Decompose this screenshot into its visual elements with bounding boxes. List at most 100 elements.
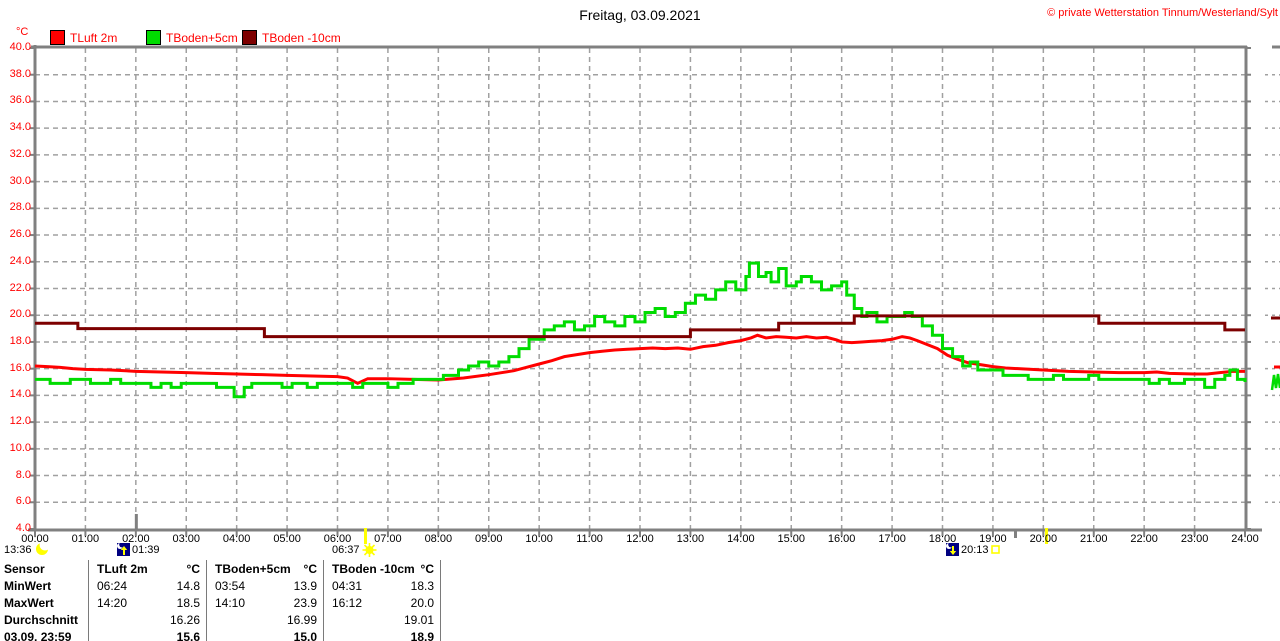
- legend-swatch-red: [50, 30, 65, 45]
- x-axis-label: 08:00: [424, 533, 453, 545]
- series-tboden-10cm: [35, 314, 1245, 339]
- y-axis-label: 18.0: [9, 334, 31, 347]
- legend-swatch-green: [146, 30, 161, 45]
- x-axis-label: 06:00: [323, 533, 352, 545]
- next-panel-fragment: [1270, 373, 1280, 391]
- moonrise-time: 13:36: [4, 543, 32, 556]
- table-cell: 15.6: [89, 628, 207, 641]
- table-cell: 06:24 14.8: [89, 577, 207, 594]
- x-axis-label: 07:00: [374, 533, 402, 545]
- x-axis-label: 11:00: [576, 533, 603, 545]
- table-cell: 19.01: [324, 611, 441, 628]
- x-axis-label: 01:00: [71, 533, 100, 545]
- table-header-sensor: Sensor: [0, 560, 89, 577]
- moon-down-arrow-icon: [946, 543, 959, 556]
- sunrise-annotation: 06:37: [332, 543, 377, 557]
- legend-item-tboden5: TBoden+5cm: [146, 30, 238, 45]
- sun-icon: [362, 543, 377, 557]
- table-cell: 03:54 13.9: [207, 577, 324, 594]
- series-tboden-5cm: [35, 261, 1247, 399]
- table-header-tluft: TLuft 2m °C: [89, 560, 207, 577]
- x-axis-label: 20:00: [1029, 533, 1058, 545]
- legend-label: TBoden+5cm: [166, 30, 238, 45]
- legend-item-tboden10: TBoden -10cm: [242, 30, 341, 45]
- x-axis-label: 18:00: [928, 533, 957, 545]
- y-axis-label: 16.0: [9, 361, 31, 374]
- sunset-time: 20:13: [961, 543, 989, 556]
- x-axis-label: 15:00: [777, 533, 806, 545]
- x-axis-label: 22:00: [1130, 533, 1158, 545]
- table-cell: 16.26: [89, 611, 207, 628]
- x-axis-label: 19:00: [979, 533, 1007, 545]
- y-axis-label: 4.0: [15, 522, 31, 534]
- x-axis-label: 14:00: [727, 533, 755, 545]
- table-cell: 04:31 18.3: [324, 577, 441, 594]
- y-axis-label: 28.0: [9, 201, 31, 214]
- copyright-text: © private Wetterstation Tinnum/Westerlan…: [1047, 7, 1278, 19]
- legend-label: TBoden -10cm: [262, 30, 341, 45]
- x-axis-label: 02:00: [122, 533, 150, 545]
- x-axis-label: 05:00: [273, 533, 301, 545]
- moon-icon: [35, 543, 50, 555]
- x-tick-major: [1014, 529, 1017, 538]
- row-label-maxwert: MaxWert: [0, 594, 89, 611]
- x-axis-label: 24:00: [1231, 533, 1259, 545]
- moonset-time: 01:39: [132, 543, 160, 556]
- sunset-axis-marker: [1045, 528, 1048, 544]
- sunset-annotation: 20:13: [946, 543, 1000, 556]
- x-axis-label: 04:00: [222, 533, 251, 545]
- table-cell: 14:20 18.5: [89, 594, 207, 611]
- unit: °C: [186, 561, 200, 576]
- y-axis-label: 6.0: [15, 495, 31, 508]
- page-title: Freitag, 03.09.2021: [579, 7, 701, 23]
- y-axis-label: 20.0: [9, 308, 31, 321]
- y-axis-label: 30.0: [9, 174, 31, 187]
- y-axis-label: 38.0: [9, 67, 31, 80]
- y-axis-label: 8.0: [15, 468, 31, 481]
- x-tick-major: [134, 514, 138, 529]
- moonrise-annotation: 13:36: [4, 543, 51, 556]
- x-axis-label: 09:00: [474, 533, 503, 545]
- y-axis-unit-label: °C: [16, 26, 29, 38]
- x-axis-label: 16:00: [827, 533, 856, 545]
- y-axis-label: 26.0: [9, 228, 31, 241]
- y-axis-label: 10.0: [9, 441, 31, 454]
- row-label-durchschnitt: Durchschnitt: [0, 611, 89, 628]
- row-label-current: 03.09, 23:59: [0, 628, 89, 641]
- y-axis-label: 22.0: [9, 281, 31, 294]
- table-cell: 16.99: [207, 611, 324, 628]
- x-axis-label: 21:00: [1079, 533, 1108, 545]
- y-axis-label: 36.0: [9, 94, 31, 107]
- sun-below-horizon-icon: [990, 545, 1000, 554]
- unit: °C: [420, 561, 434, 576]
- x-axis-label: 00:00: [21, 533, 49, 545]
- series-tluft-2m: [34, 333, 1245, 386]
- legend-label: TLuft 2m: [70, 30, 118, 45]
- moonset-annotation: 01:39: [117, 543, 160, 556]
- table-header-tboden10: TBoden -10cm °C: [324, 560, 441, 577]
- row-label-minwert: MinWert: [0, 577, 89, 594]
- x-axis-label: 17:00: [878, 533, 906, 545]
- table-cell: 14:10 23.9: [207, 594, 324, 611]
- x-axis-label: 10:00: [525, 533, 553, 545]
- y-axis-label: 12.0: [9, 415, 31, 428]
- sunrise-time: 06:37: [332, 544, 360, 556]
- moon-up-arrow-icon: [117, 543, 130, 556]
- x-axis-label: 13:00: [676, 533, 705, 545]
- table-cell: 16:12 20.0: [324, 594, 441, 611]
- legend-item-tluft: TLuft 2m: [50, 30, 117, 45]
- x-axis-label: 12:00: [626, 533, 654, 545]
- x-axis-label: 03:00: [172, 533, 201, 545]
- legend-swatch-darkred: [242, 30, 257, 45]
- statistics-table: Sensor TLuft 2m °C TBoden+5cm °C TBoden -1…: [0, 560, 441, 641]
- y-axis-label: 14.0: [9, 388, 31, 401]
- sunrise-axis-marker: [364, 528, 367, 544]
- table-cell: 18.9: [324, 628, 441, 641]
- y-axis-label: 32.0: [9, 147, 31, 160]
- unit: °C: [303, 561, 317, 576]
- x-axis-label: 23:00: [1180, 533, 1209, 545]
- table-cell: 15.0: [207, 628, 324, 641]
